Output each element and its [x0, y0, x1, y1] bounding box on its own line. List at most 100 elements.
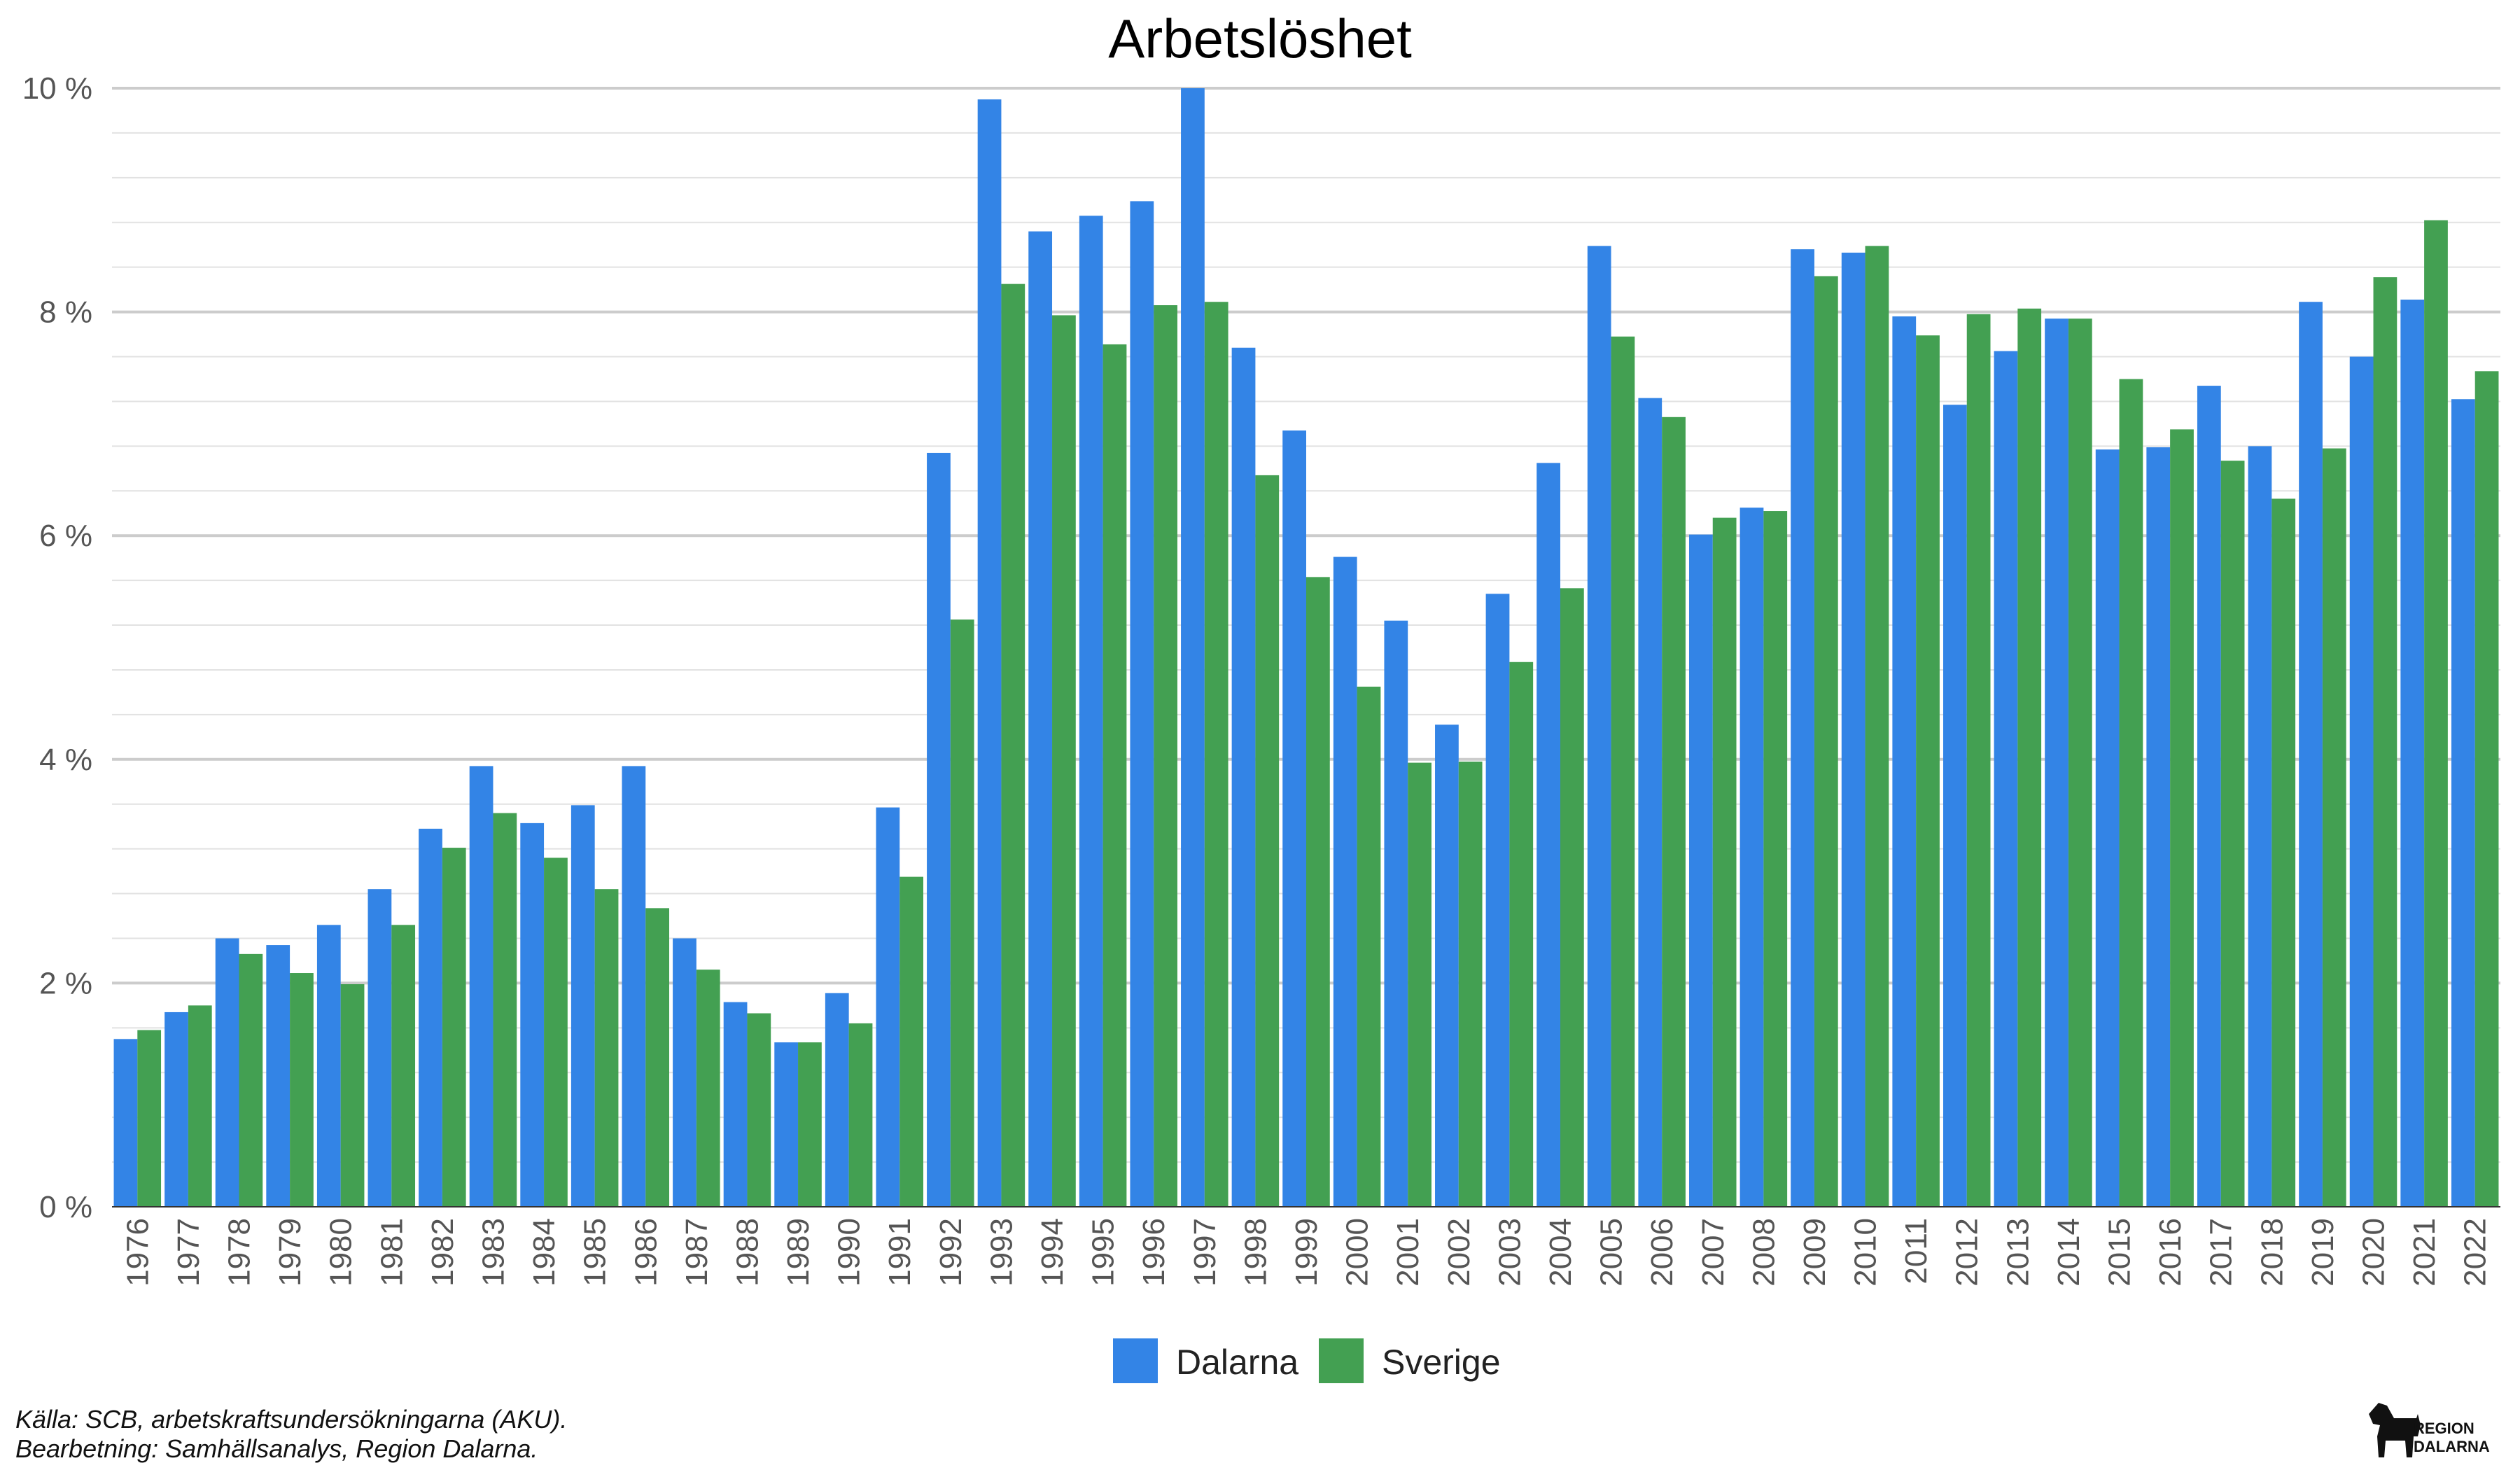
- x-tick-label: 2005: [1595, 1218, 1629, 1287]
- bar-dalarna-1983: [469, 766, 493, 1207]
- bar-sverige-1985: [594, 889, 619, 1207]
- bar-sverige-1988: [747, 1013, 771, 1207]
- x-tick-label: 2009: [1798, 1218, 1832, 1287]
- x-tick-label: 2017: [2204, 1218, 2239, 1287]
- bar-sverige-1996: [1154, 305, 1177, 1208]
- bar-sverige-2018: [2272, 498, 2296, 1207]
- x-tick-label: 1983: [476, 1218, 510, 1287]
- x-tick-label: 2019: [2306, 1218, 2340, 1287]
- bar-sverige-1997: [1204, 302, 1228, 1207]
- bar-sverige-2020: [2373, 277, 2398, 1207]
- x-tick-label: 1980: [324, 1218, 358, 1287]
- x-tick-label: 1985: [578, 1218, 612, 1287]
- bar-dalarna-2013: [1994, 351, 2018, 1207]
- x-tick-label: 2011: [1899, 1218, 1933, 1284]
- legend-label-sverige: Sverige: [1382, 1343, 1501, 1382]
- x-tick-label: 1988: [730, 1218, 764, 1287]
- processing-note: Bearbetning: Samhällsanalys, Region Dala…: [15, 1434, 538, 1463]
- logo-text-region: REGION: [2414, 1420, 2474, 1437]
- x-tick-label: 1990: [832, 1218, 867, 1287]
- bar-dalarna-1996: [1130, 201, 1154, 1208]
- bar-dalarna-1982: [419, 828, 442, 1207]
- x-tick-label: 1984: [527, 1218, 561, 1287]
- bar-sverige-2008: [1763, 511, 1788, 1207]
- bar-sverige-2009: [1814, 276, 1838, 1207]
- x-tick-label: 2006: [1645, 1218, 1679, 1287]
- x-tick-label: 2007: [1696, 1218, 1730, 1287]
- bar-dalarna-2003: [1485, 594, 1510, 1207]
- bar-dalarna-2010: [1841, 252, 1865, 1207]
- bar-dalarna-2011: [1892, 316, 1917, 1208]
- legend: Dalarna Sverige: [1113, 1338, 1501, 1383]
- bar-sverige-1987: [696, 969, 720, 1207]
- x-tick-label: 1978: [222, 1218, 256, 1287]
- x-axis-labels: 1976 1977 1978 1979 1980 1981 1982 1983 1984 1985…: [120, 1218, 2492, 1287]
- x-tick-label: 2014: [2052, 1218, 2086, 1287]
- source-note: Källa: SCB, arbetskraftsundersökningarna…: [15, 1405, 567, 1434]
- bar-dalarna-1985: [570, 805, 595, 1207]
- bar-sverige-2010: [1865, 246, 1889, 1207]
- bar-sverige-2021: [2424, 220, 2448, 1208]
- bar-sverige-2003: [1509, 662, 1534, 1207]
- bar-dalarna-1978: [215, 938, 239, 1207]
- bar-dalarna-2001: [1384, 620, 1408, 1207]
- x-tick-label: 2018: [2255, 1218, 2289, 1287]
- bar-dalarna-1981: [368, 889, 392, 1207]
- bar-sverige-2004: [1560, 588, 1584, 1207]
- x-tick-label: 1999: [1289, 1218, 1324, 1287]
- bar-sverige-2011: [1916, 335, 1940, 1208]
- x-tick-label: 1982: [426, 1218, 460, 1287]
- bar-dalarna-2019: [2299, 302, 2323, 1207]
- bars: [113, 88, 2499, 1208]
- x-tick-label: 2010: [1849, 1218, 1883, 1287]
- legend-swatch-dalarna: [1113, 1338, 1158, 1383]
- x-tick-label: 2021: [2407, 1218, 2442, 1287]
- bar-dalarna-2004: [1536, 463, 1560, 1207]
- bar-dalarna-2018: [2248, 446, 2272, 1207]
- x-tick-label: 2012: [1950, 1218, 1984, 1287]
- y-tick-label: 4 %: [39, 743, 92, 777]
- bar-dalarna-2007: [1689, 534, 1713, 1207]
- bar-sverige-2019: [2322, 448, 2346, 1207]
- bar-dalarna-1979: [266, 945, 290, 1207]
- bar-sverige-2006: [1662, 416, 1686, 1207]
- bar-sverige-2000: [1357, 686, 1381, 1207]
- bar-sverige-1979: [290, 973, 314, 1207]
- bar-sverige-2016: [2170, 429, 2194, 1207]
- x-tick-label: 2013: [2001, 1218, 2035, 1287]
- x-tick-label: 2022: [2458, 1218, 2493, 1287]
- x-tick-label: 1981: [374, 1218, 409, 1287]
- x-tick-label: 1998: [1238, 1218, 1273, 1287]
- bar-dalarna-2016: [2146, 447, 2171, 1207]
- x-tick-label: 1987: [680, 1218, 714, 1287]
- bar-sverige-1982: [442, 848, 466, 1207]
- bar-dalarna-1988: [723, 1002, 748, 1207]
- x-tick-label: 1996: [1137, 1218, 1171, 1287]
- bar-dalarna-2014: [2045, 318, 2068, 1207]
- logo-text-dalarna: DALARNA: [2414, 1438, 2490, 1455]
- x-tick-label: 2015: [2103, 1218, 2137, 1287]
- bar-sverige-1980: [340, 983, 365, 1207]
- bar-sverige-2005: [1611, 336, 1635, 1208]
- bar-dalarna-1986: [622, 766, 646, 1207]
- bar-dalarna-1984: [520, 822, 545, 1207]
- bar-dalarna-1993: [977, 99, 1002, 1208]
- bar-dalarna-2009: [1791, 249, 1814, 1207]
- x-tick-label: 2000: [1340, 1218, 1375, 1287]
- dala-horse-icon: [2369, 1403, 2421, 1457]
- bar-dalarna-1998: [1231, 347, 1256, 1208]
- bar-sverige-1994: [1052, 315, 1076, 1207]
- bar-sverige-1999: [1306, 577, 1330, 1207]
- bar-sverige-1978: [239, 953, 263, 1207]
- bar-dalarna-1977: [164, 1011, 188, 1207]
- x-tick-label: 2004: [1544, 1218, 1578, 1287]
- bar-dalarna-2017: [2197, 386, 2221, 1207]
- bar-dalarna-2008: [1740, 507, 1764, 1207]
- x-tick-label: 2020: [2357, 1218, 2391, 1287]
- bar-dalarna-1995: [1079, 216, 1103, 1207]
- bar-sverige-1981: [391, 925, 416, 1207]
- x-tick-label: 2016: [2153, 1218, 2188, 1287]
- bar-sverige-2007: [1712, 517, 1737, 1207]
- x-tick-label: 1979: [273, 1218, 307, 1287]
